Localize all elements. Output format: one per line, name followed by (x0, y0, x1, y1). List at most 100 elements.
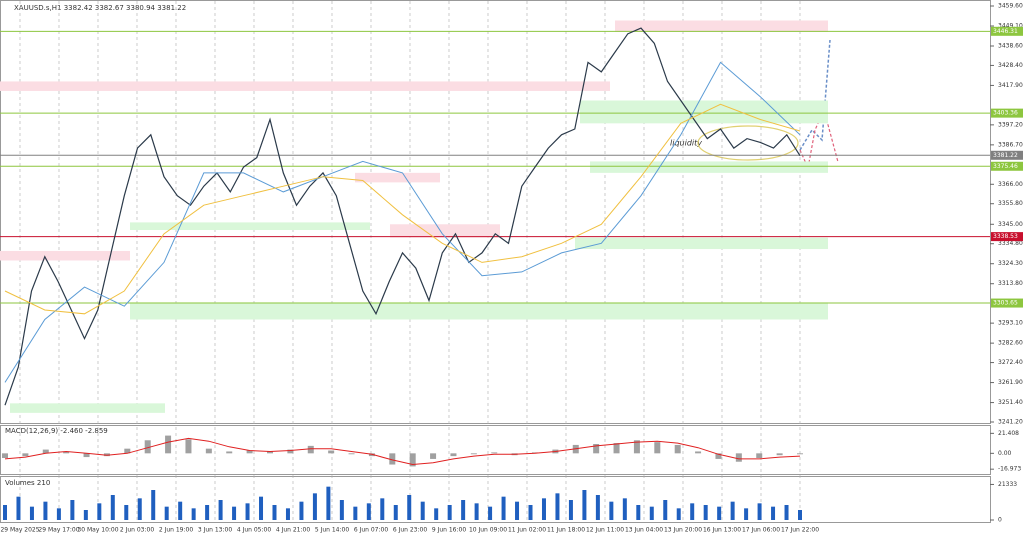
y-tick-label: 3313.80 (998, 280, 1023, 287)
volume-bar (285, 508, 290, 520)
macd-bar (450, 453, 457, 457)
y-tick-label: 0 (998, 517, 1002, 524)
macd-bar (267, 451, 273, 454)
macd-bar (287, 449, 294, 454)
y-tick-label: 3366.00 (998, 181, 1023, 188)
y-tick-label: 3417.90 (998, 82, 1023, 89)
y-tick-label: 3345.00 (998, 221, 1023, 228)
macd-bar (695, 451, 702, 454)
y-tick-label: -16.973 (998, 466, 1021, 473)
volume-bar (744, 508, 749, 520)
zone (390, 224, 500, 238)
zone (590, 161, 828, 173)
x-tick-label: 29 May 2025 (0, 527, 39, 534)
x-tick-label: 11 Jun 02:00 (508, 527, 546, 534)
zone (130, 302, 828, 320)
x-tick-label: 12 Jun 11:00 (586, 527, 624, 534)
volume-bar (488, 506, 493, 520)
volume-bar (582, 490, 587, 520)
macd-bar (797, 453, 803, 455)
macd-bar (389, 453, 396, 465)
volume-bar (676, 508, 681, 520)
y-tick-label: 21333 (998, 481, 1017, 488)
y-tick-label: 3241.20 (998, 419, 1023, 426)
y-tick-label: 3397.20 (998, 121, 1023, 128)
x-tick-label: 10 Jun 09:00 (469, 527, 507, 534)
volume-bar (97, 503, 102, 520)
volume-bar (663, 500, 668, 520)
level-label: 3403.36 (993, 110, 1018, 117)
annotation: liquidity (670, 139, 702, 148)
macd-bar (613, 443, 620, 454)
volume-bar (595, 495, 600, 520)
volume-bar (218, 500, 223, 520)
y-tick-label: 3334.80 (998, 240, 1023, 247)
y-tick-label: 3272.40 (998, 359, 1023, 366)
level-label: 3303.65 (993, 300, 1018, 307)
signal-line (4, 437, 801, 466)
y-tick-label: 3355.80 (998, 200, 1023, 207)
volume-bar (407, 495, 412, 520)
volume-bar (380, 498, 385, 520)
macd-bar (633, 440, 640, 454)
zone (0, 250, 130, 261)
y-tick-label: 3459.60 (998, 3, 1023, 10)
macd-bar (226, 451, 233, 454)
y-tick-label: 3293.10 (998, 320, 1023, 327)
macd-bar (470, 453, 477, 455)
volume-bar (461, 500, 466, 520)
x-tick-label: 13 Jun 20:00 (664, 527, 702, 534)
macd-bar (674, 444, 681, 454)
chart-title: XAUUSD.s,H1 3382.42 3382.67 3380.94 3381… (14, 4, 186, 12)
zone (615, 20, 828, 32)
macd-bar (756, 453, 763, 458)
volume-bar (649, 506, 654, 520)
x-tick-label: 6 Jun 07:00 (354, 527, 388, 534)
volume-bar (259, 496, 264, 520)
volume-bar (151, 490, 156, 520)
volume-bar (568, 500, 573, 520)
volume-bar (636, 505, 641, 520)
y-tick-label: 3428.40 (998, 62, 1023, 69)
volume-bar (326, 486, 331, 520)
x-tick-label: 11 Jun 18:00 (547, 527, 585, 534)
macd-bar (124, 448, 131, 454)
volume-bar (205, 505, 210, 520)
y-tick-label: 3449.10 (998, 23, 1023, 30)
volume-title: Volumes 210 (5, 479, 50, 487)
moving-average (4, 103, 801, 315)
volume-bar (29, 506, 34, 520)
x-tick-label: 6 Jun 23:00 (393, 527, 427, 534)
macd-bar (328, 450, 335, 454)
volume-bar (70, 500, 75, 520)
volume-bar (339, 500, 344, 520)
y-tick-label: 3251.40 (998, 399, 1023, 406)
liquidity-ellipse (697, 125, 799, 161)
volume-bar (703, 505, 708, 520)
y-tick-label: 0.00 (998, 450, 1012, 457)
macd-bar (715, 453, 722, 459)
macd-bar (491, 452, 498, 454)
level-label: 3338.53 (993, 233, 1018, 240)
x-tick-label: 16 Jun 13:00 (703, 527, 741, 534)
volume-bar (232, 506, 237, 520)
volume-bar (353, 506, 358, 520)
macd-title: MACD(12,26,9) -2.460 -2.859 (5, 427, 108, 435)
macd-bar (593, 444, 600, 454)
y-tick-label: 3386.70 (998, 141, 1023, 148)
level-label: 3381.22 (993, 152, 1018, 159)
level-label-box (991, 26, 1023, 36)
volume-bar (447, 505, 452, 520)
zone (130, 222, 370, 230)
volume-bar (3, 505, 7, 520)
macd-bar (63, 451, 70, 454)
volume-bar (717, 506, 722, 520)
volume-panel (0, 476, 991, 523)
x-tick-label: 17 Jun 06:00 (742, 527, 780, 534)
volume-bar (528, 505, 533, 520)
macd-bar (42, 449, 49, 454)
zone (355, 172, 440, 183)
macd-bar (654, 442, 661, 454)
volume-bar (299, 501, 304, 520)
